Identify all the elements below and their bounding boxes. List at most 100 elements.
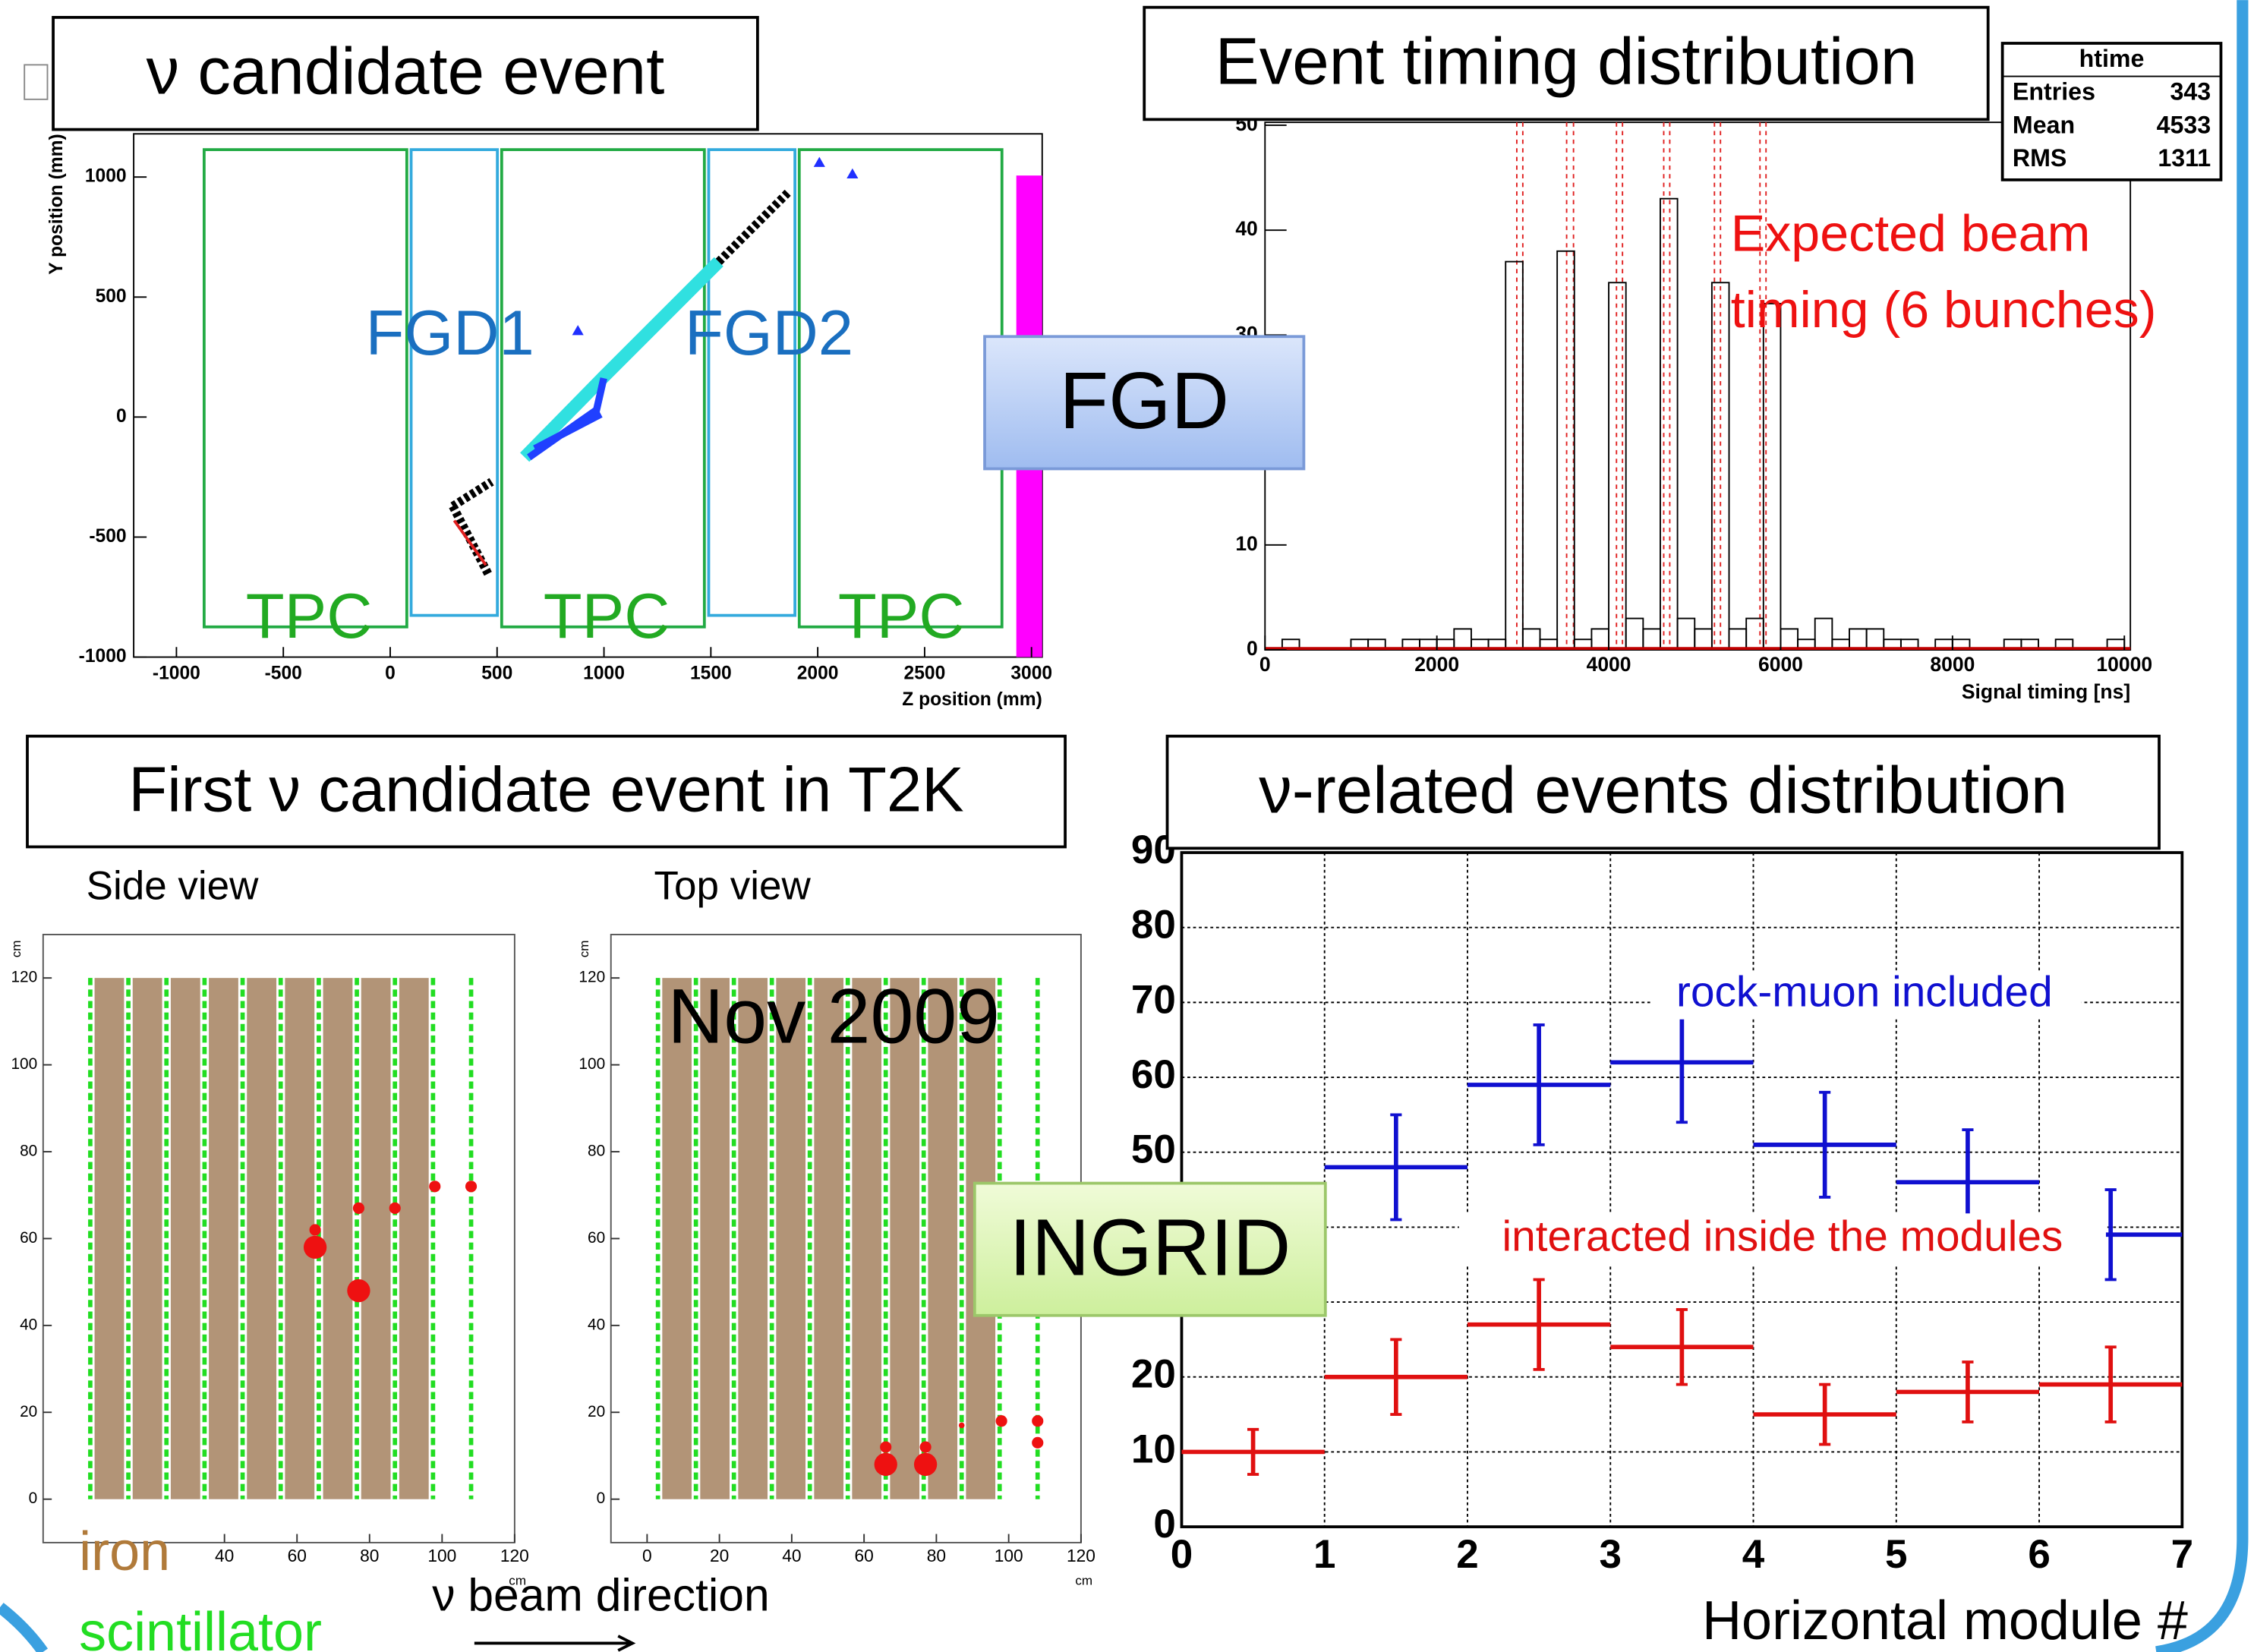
- x-axis-label: Horizontal module #: [1702, 1591, 2188, 1651]
- x-tick-label: 2000: [1414, 653, 1459, 676]
- x-tick-label: 80: [927, 1546, 946, 1565]
- slide-border: [0, 1603, 48, 1652]
- callout-label: FGD: [1059, 356, 1229, 446]
- x-axis-label: Z position (mm): [902, 689, 1042, 710]
- stats-title: htime: [2079, 45, 2145, 72]
- y-tick-label: 80: [588, 1143, 605, 1160]
- hit: [919, 1441, 932, 1453]
- view-title: Top view: [654, 863, 812, 908]
- y-tick-label: 120: [578, 969, 605, 986]
- iron: [209, 978, 238, 1499]
- detector-label: FGD2: [685, 298, 853, 368]
- title-box: [1143, 5, 1990, 121]
- y-tick-label: 0: [1153, 1502, 1175, 1546]
- unit: cm: [577, 941, 591, 958]
- x-tick-label: 1500: [690, 664, 732, 684]
- beam-arrow: [474, 1635, 636, 1652]
- hit: [874, 1452, 897, 1477]
- stats-value: 343: [2170, 78, 2211, 106]
- y-tick-label: 60: [1131, 1052, 1176, 1097]
- y-tick-label: 0: [29, 1490, 38, 1507]
- y-tick-label: 1000: [85, 166, 127, 187]
- iron: [247, 978, 277, 1499]
- hit: [303, 1235, 327, 1259]
- y-tick-label: 10: [1131, 1427, 1176, 1471]
- iron: [94, 978, 125, 1499]
- y-tick-label: 80: [20, 1143, 37, 1160]
- x-tick-label: 120: [500, 1546, 529, 1565]
- y-axis-label: Y position (mm): [46, 134, 67, 274]
- panel-title: ν-related events distribution: [1259, 753, 2067, 827]
- hit: [572, 325, 584, 336]
- hit: [465, 1181, 478, 1193]
- x-tick-label: 1: [1313, 1532, 1335, 1577]
- track: [520, 257, 723, 462]
- beam-label: ν beam direction: [432, 1569, 769, 1621]
- y-tick-label: 0: [1247, 637, 1258, 660]
- x-tick-label: 0: [1171, 1532, 1193, 1577]
- iron: [814, 978, 844, 1499]
- iron: [361, 978, 391, 1499]
- track: [527, 377, 607, 461]
- unit: cm: [509, 1574, 526, 1588]
- iron: [662, 978, 692, 1499]
- annotation: Expected beam: [1731, 205, 2091, 263]
- hit: [958, 1422, 965, 1429]
- callout: [973, 1181, 1327, 1317]
- x-axis-label: Signal timing [ns]: [1962, 680, 2130, 703]
- iron: [132, 978, 162, 1499]
- x-tick-label: 3000: [1010, 664, 1052, 684]
- legend-iron: iron: [79, 1521, 170, 1582]
- detector: [409, 148, 500, 617]
- unit: cm: [9, 941, 24, 958]
- hit: [347, 1278, 370, 1303]
- x-tick-label: 5: [1885, 1532, 1907, 1577]
- iron: [323, 978, 353, 1499]
- hit: [389, 1202, 401, 1214]
- y-tick-label: 60: [588, 1229, 605, 1247]
- y-tick-label: 100: [11, 1055, 37, 1073]
- x-tick-label: 40: [782, 1546, 801, 1565]
- icon: [24, 64, 49, 100]
- hit: [880, 1441, 892, 1453]
- hit: [913, 1452, 938, 1477]
- x-tick-label: 10000: [2096, 653, 2152, 676]
- x-tick-label: 4: [1742, 1532, 1765, 1577]
- panel-title: Event timing distribution: [1215, 24, 1918, 98]
- y-tick-label: 500: [96, 286, 127, 307]
- y-tick-label: 70: [1131, 977, 1176, 1022]
- y-tick-label: 100: [578, 1055, 605, 1073]
- x-tick-label: 2000: [797, 664, 839, 684]
- x-tick-label: 80: [360, 1546, 379, 1565]
- detector: [202, 148, 408, 629]
- x-tick-label: 6000: [1758, 653, 1803, 676]
- y-tick-label: 20: [588, 1403, 605, 1420]
- title-box: [1165, 734, 2161, 850]
- detector-label: FGD1: [366, 298, 534, 368]
- track: [449, 189, 791, 578]
- x-tick-label: -1000: [153, 664, 200, 684]
- detector: [500, 148, 706, 629]
- plot-frame: [1264, 121, 2132, 651]
- iron: [890, 978, 920, 1499]
- x-tick-label: 0: [1259, 653, 1271, 676]
- callout: [983, 335, 1306, 471]
- x-tick-label: 20: [710, 1546, 729, 1565]
- y-tick-label: 20: [20, 1403, 37, 1420]
- stats-value: 1311: [2158, 144, 2211, 172]
- track: [452, 519, 487, 566]
- x-tick-label: 4000: [1587, 653, 1631, 676]
- y-tick-label: 10: [1235, 532, 1257, 555]
- hit: [1032, 1436, 1044, 1449]
- y-tick-label: 40: [588, 1316, 605, 1333]
- x-tick-label: 60: [288, 1546, 307, 1565]
- hit: [813, 156, 825, 167]
- hit: [309, 1224, 321, 1236]
- x-tick-label: 120: [1067, 1546, 1095, 1565]
- x-tick-label: 6: [2028, 1532, 2050, 1577]
- label-bg: [1458, 1213, 2106, 1266]
- x-tick-label: 0: [385, 664, 396, 684]
- view-title: Side view: [87, 863, 260, 908]
- detector-label: TPC: [838, 581, 965, 651]
